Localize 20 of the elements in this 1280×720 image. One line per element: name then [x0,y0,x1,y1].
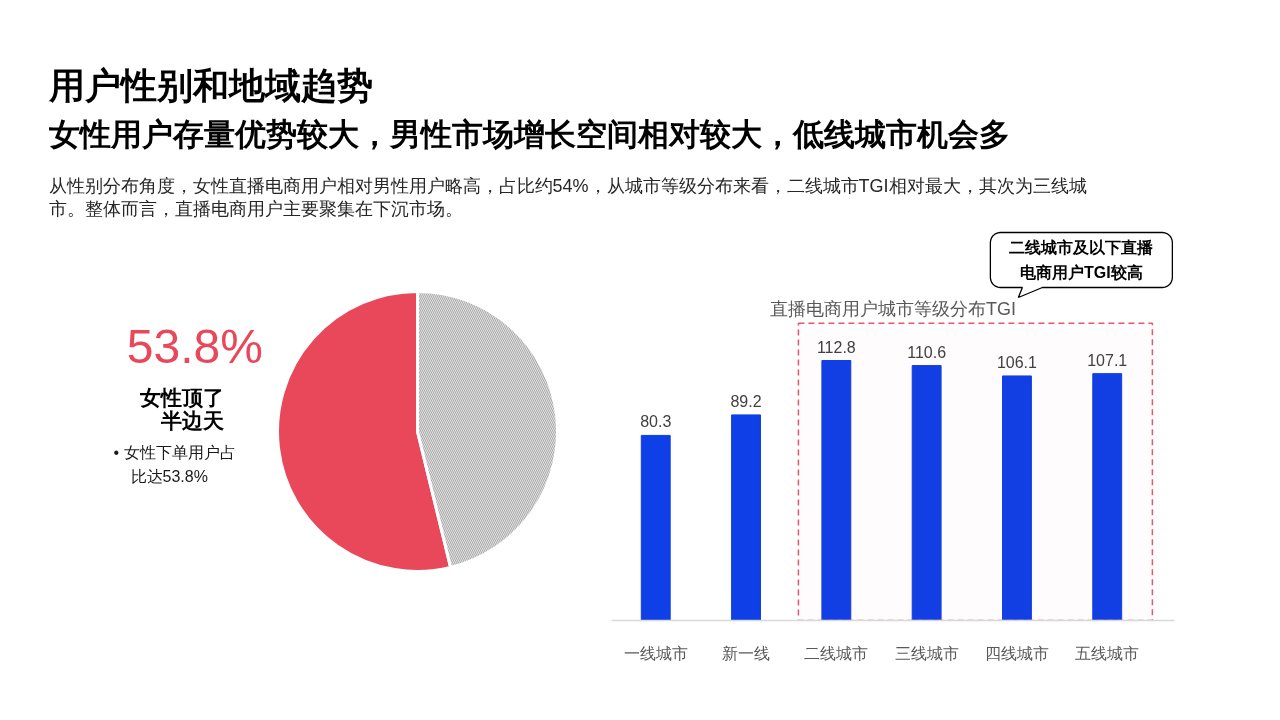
x-tick-label: 新一线 [722,644,771,662]
data-label: 80.3 [640,413,672,431]
x-tick-label: 三线城市 [894,644,959,662]
text: • 女性下单用户占比达53.8% [113,444,236,485]
x-tick-label: 四线城市 [984,644,1049,662]
data-label: 89.2 [730,392,762,410]
data-label: 53.8% [126,319,263,373]
data-label: 110.6 [907,343,947,361]
text: 女性顶了半边天 [138,386,224,432]
chart-title: 直播电商用户城市等级分布TGI [770,298,1016,319]
data-label: 107.1 [1087,351,1128,369]
text: 女性用户存量优势较大，男性市场增长空间相对较大，低线城市机会多 [47,117,1010,152]
x-tick-label: 二线城市 [804,644,869,662]
x-tick-label: 一线城市 [623,644,688,662]
x-tick-label: 五线城市 [1075,644,1140,662]
text: 从性别分布角度，女性直播电商用户相对男性用户略高，占比约54%，从城市等级分布来看，二线城市TGI相对最大，其次为三线城市。整体而言，直播电商用户主要聚集在下沉市场。 [48,175,1087,219]
text: 用户性别和地域趋势 [47,65,373,106]
band-label: 二线城市及以下直播电商用户TGI较高 [1009,239,1155,281]
data-label: 112.8 [816,338,856,356]
data-label: 106.1 [996,353,1038,371]
